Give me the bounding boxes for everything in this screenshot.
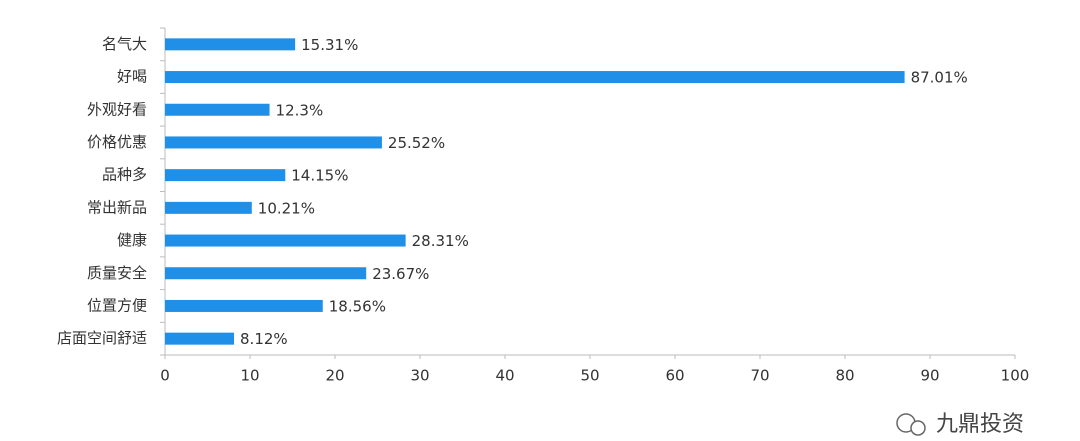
y-tick-label: 价格优惠 <box>87 133 147 151</box>
x-tick-label: 70 <box>750 367 769 385</box>
y-tick-label: 外观好看 <box>87 100 147 118</box>
bar <box>165 38 296 51</box>
x-tick-label: 60 <box>665 367 684 385</box>
bar <box>165 234 406 247</box>
x-tick-label: 90 <box>920 367 939 385</box>
value-label: 87.01% <box>911 69 968 87</box>
x-tick-label: 30 <box>410 367 429 385</box>
bar <box>165 201 252 214</box>
bar <box>165 71 905 84</box>
x-tick-label: 0 <box>160 367 170 385</box>
y-tick-label: 好喝 <box>117 68 147 86</box>
bar <box>165 103 270 116</box>
bar <box>165 136 382 149</box>
y-tick-label: 品种多 <box>102 166 147 184</box>
x-tick-label: 80 <box>835 367 854 385</box>
x-tick-label: 100 <box>1001 367 1030 385</box>
y-tick-label: 质量安全 <box>87 264 147 282</box>
value-label: 28.31% <box>412 232 469 250</box>
x-tick-label: 50 <box>580 367 599 385</box>
value-label: 25.52% <box>388 134 445 152</box>
bar <box>165 299 323 312</box>
value-label: 15.31% <box>301 36 358 54</box>
x-tick-label: 40 <box>495 367 514 385</box>
bar <box>165 267 367 280</box>
watermark-text: 九鼎投资 <box>936 412 1024 437</box>
y-tick-label: 店面空间舒适 <box>57 329 147 347</box>
y-tick-label: 位置方便 <box>87 296 147 314</box>
y-tick-label: 名气大 <box>102 35 147 53</box>
y-tick-label: 健康 <box>117 231 147 249</box>
watermark: 九鼎投资 <box>896 412 1024 437</box>
y-tick-label: 常出新品 <box>87 198 147 216</box>
value-label: 8.12% <box>240 330 288 348</box>
value-label: 23.67% <box>372 265 429 283</box>
value-label: 10.21% <box>258 199 315 217</box>
value-label: 14.15% <box>291 167 348 185</box>
bar <box>165 169 286 182</box>
bar <box>165 332 235 345</box>
x-tick-label: 10 <box>240 367 259 385</box>
x-tick-label: 20 <box>325 367 344 385</box>
value-label: 18.56% <box>329 297 386 315</box>
value-label: 12.3% <box>276 101 324 119</box>
watermark-icon <box>910 420 926 436</box>
